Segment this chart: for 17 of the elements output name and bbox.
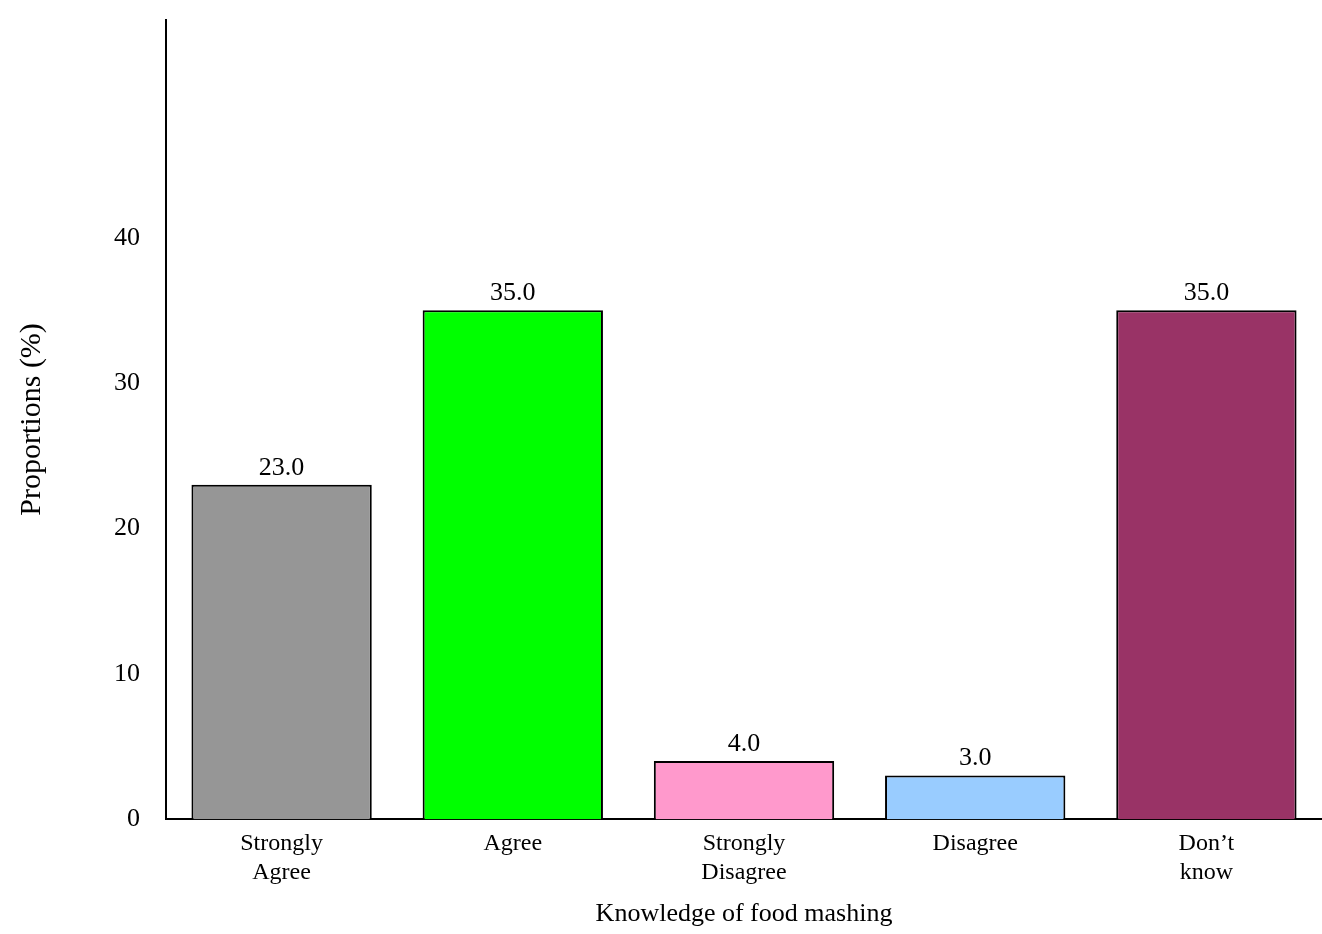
y-tick-label: 0 [127,803,140,833]
x-tick-label: Strongly Disagree [701,828,787,884]
y-tick-label: 30 [114,366,140,396]
data-label: 4.0 [727,727,761,757]
data-label: 35.0 [1183,277,1230,307]
data-label: 35.0 [490,277,536,307]
y-tick-label: 40 [114,221,140,251]
x-tick-label: Disagree [932,828,1018,855]
data-label: 3.0 [958,742,992,772]
y-tick-label: 10 [114,657,140,687]
x-tick-label: Don’t know [1178,828,1235,884]
x-tick-label: Agree [483,828,543,855]
x-axis-title: Knowledge of food mashing [595,898,893,928]
data-label: 23.0 [258,451,305,481]
y-axis-title: Proportions (%) [12,323,47,516]
y-tick-label: 20 [114,512,140,542]
x-tick-label: Strongly Agree [240,828,323,884]
